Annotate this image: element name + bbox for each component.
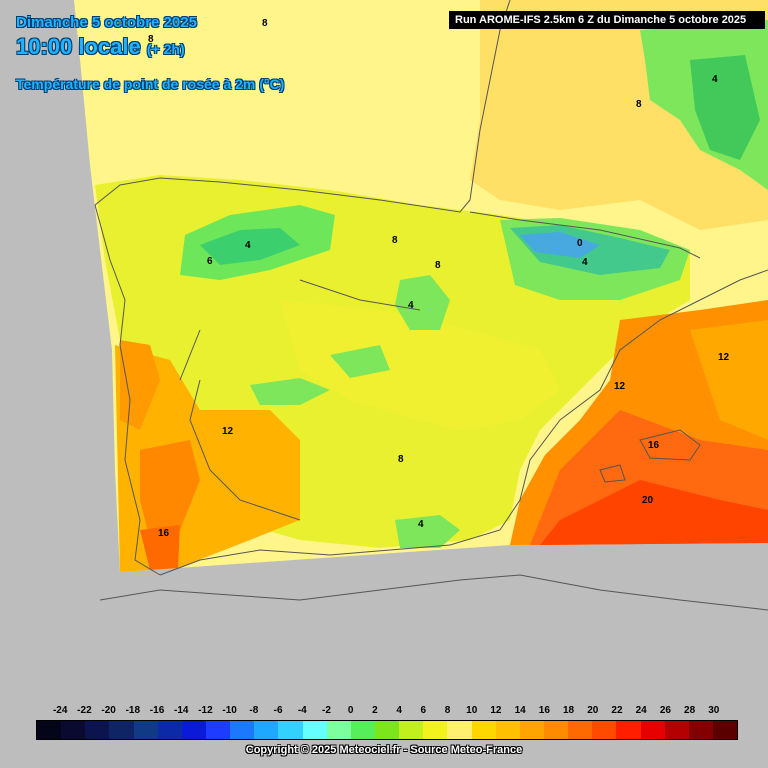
isoline-label: 8 [392, 235, 398, 246]
scale-swatch [399, 721, 424, 739]
scale-label: 20 [587, 705, 599, 716]
scale-label: 16 [538, 705, 550, 716]
scale-labels: -24 -22 -20 -18 -16 -14 -12 -10 -8 -6 -4 -2 0 2 4 6 8 10 1… [36, 705, 738, 719]
scale-label: 4 [396, 705, 402, 716]
isoline-label: 4 [245, 240, 251, 251]
scale-label: 6 [420, 705, 427, 716]
isoline-label: 12 [614, 381, 626, 392]
isoline-label: 8 [262, 18, 268, 29]
scale-swatch [592, 721, 617, 739]
isoline-label: 6 [207, 256, 213, 267]
isoline-label: 8 [636, 99, 642, 110]
scale-swatch [254, 721, 279, 739]
scale-label: -2 [322, 705, 331, 716]
scale-swatch [712, 721, 738, 739]
scale-label: -16 [149, 705, 165, 716]
scale-label: 24 [635, 705, 647, 716]
forecast-time-offset: (+ 2h) [146, 41, 185, 57]
scale-label: -18 [125, 705, 141, 716]
scale-swatch [230, 721, 255, 739]
isoline-label: 4 [418, 519, 424, 530]
scale-label: 2 [372, 705, 378, 716]
isoline-label: 8 [398, 454, 404, 465]
forecast-date: Dimanche 5 octobre 2025 [16, 14, 197, 31]
scale-swatch [302, 721, 327, 739]
scale-swatch [519, 721, 544, 739]
scale-swatch [664, 721, 689, 739]
scale-label: -22 [77, 705, 92, 716]
scale-swatch [326, 721, 351, 739]
isoline-label: 4 [712, 74, 718, 85]
scale-swatch [471, 721, 496, 739]
scale-swatch [568, 721, 593, 739]
scale-swatch [133, 721, 158, 739]
run-info: Run AROME-IFS 2.5km 6 Z du Dimanche 5 oc… [449, 11, 765, 29]
scale-swatch [374, 721, 400, 739]
scale-swatch [423, 721, 448, 739]
scale-swatch [157, 721, 182, 739]
scale-label: 8 [444, 705, 451, 716]
parameter-title: Température de point de rosée à 2m (°C) [16, 76, 285, 92]
scale-label: 14 [514, 705, 526, 716]
scale-swatch [616, 721, 641, 739]
scale-swatch [205, 721, 231, 739]
scale-label: 30 [708, 705, 720, 716]
scale-label: -6 [273, 705, 283, 716]
scale-swatch [181, 721, 206, 739]
isoline-label: 16 [158, 528, 170, 539]
scale-swatch [37, 721, 62, 739]
copyright: Copyright © 2025 Meteociel.fr - Source M… [245, 744, 523, 756]
scale-swatch [85, 721, 110, 739]
scale-swatch [278, 721, 303, 739]
isoline-label: 0 [577, 238, 583, 249]
isoline-label: 8 [435, 260, 441, 271]
scale-swatch [447, 721, 472, 739]
coastlines [94, 0, 768, 611]
scale-swatch [61, 721, 86, 739]
isoline-label: 12 [718, 352, 730, 363]
isoline-label: 8 [148, 34, 154, 45]
scale-label: 0 [347, 705, 354, 716]
scale-label: 18 [562, 705, 575, 716]
color-scale [36, 720, 738, 740]
scale-label: -20 [101, 705, 116, 716]
forecast-time: 10:00 locale (+ 2h) [16, 34, 185, 60]
scale-label: -8 [249, 705, 259, 716]
isoline-label: 4 [408, 300, 414, 311]
isoline-label: 16 [648, 440, 660, 451]
scale-label: -4 [297, 705, 307, 716]
scale-label: 10 [466, 705, 478, 716]
isoline-label: 4 [582, 257, 588, 268]
scale-swatch [350, 721, 375, 739]
scale-label: -24 [52, 705, 68, 716]
scale-label: -14 [174, 705, 189, 716]
scale-label: 12 [490, 705, 502, 716]
isoline-label: 20 [642, 495, 654, 506]
scale-label: -12 [198, 705, 213, 716]
forecast-time-main: 10:00 locale [16, 34, 141, 59]
scale-swatch [543, 721, 569, 739]
scale-label: -10 [222, 705, 237, 716]
scale-swatch [109, 721, 134, 739]
scale-label: 22 [611, 705, 623, 716]
scale-label: 28 [684, 705, 696, 716]
scale-swatch [688, 721, 713, 739]
scale-swatch [640, 721, 665, 739]
scale-label: 26 [659, 705, 671, 716]
scale-swatch [495, 721, 520, 739]
isoline-label: 12 [222, 426, 234, 437]
